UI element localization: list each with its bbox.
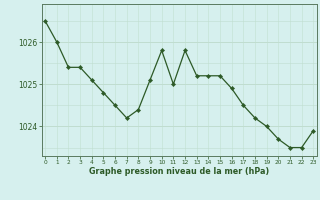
X-axis label: Graphe pression niveau de la mer (hPa): Graphe pression niveau de la mer (hPa) [89,167,269,176]
